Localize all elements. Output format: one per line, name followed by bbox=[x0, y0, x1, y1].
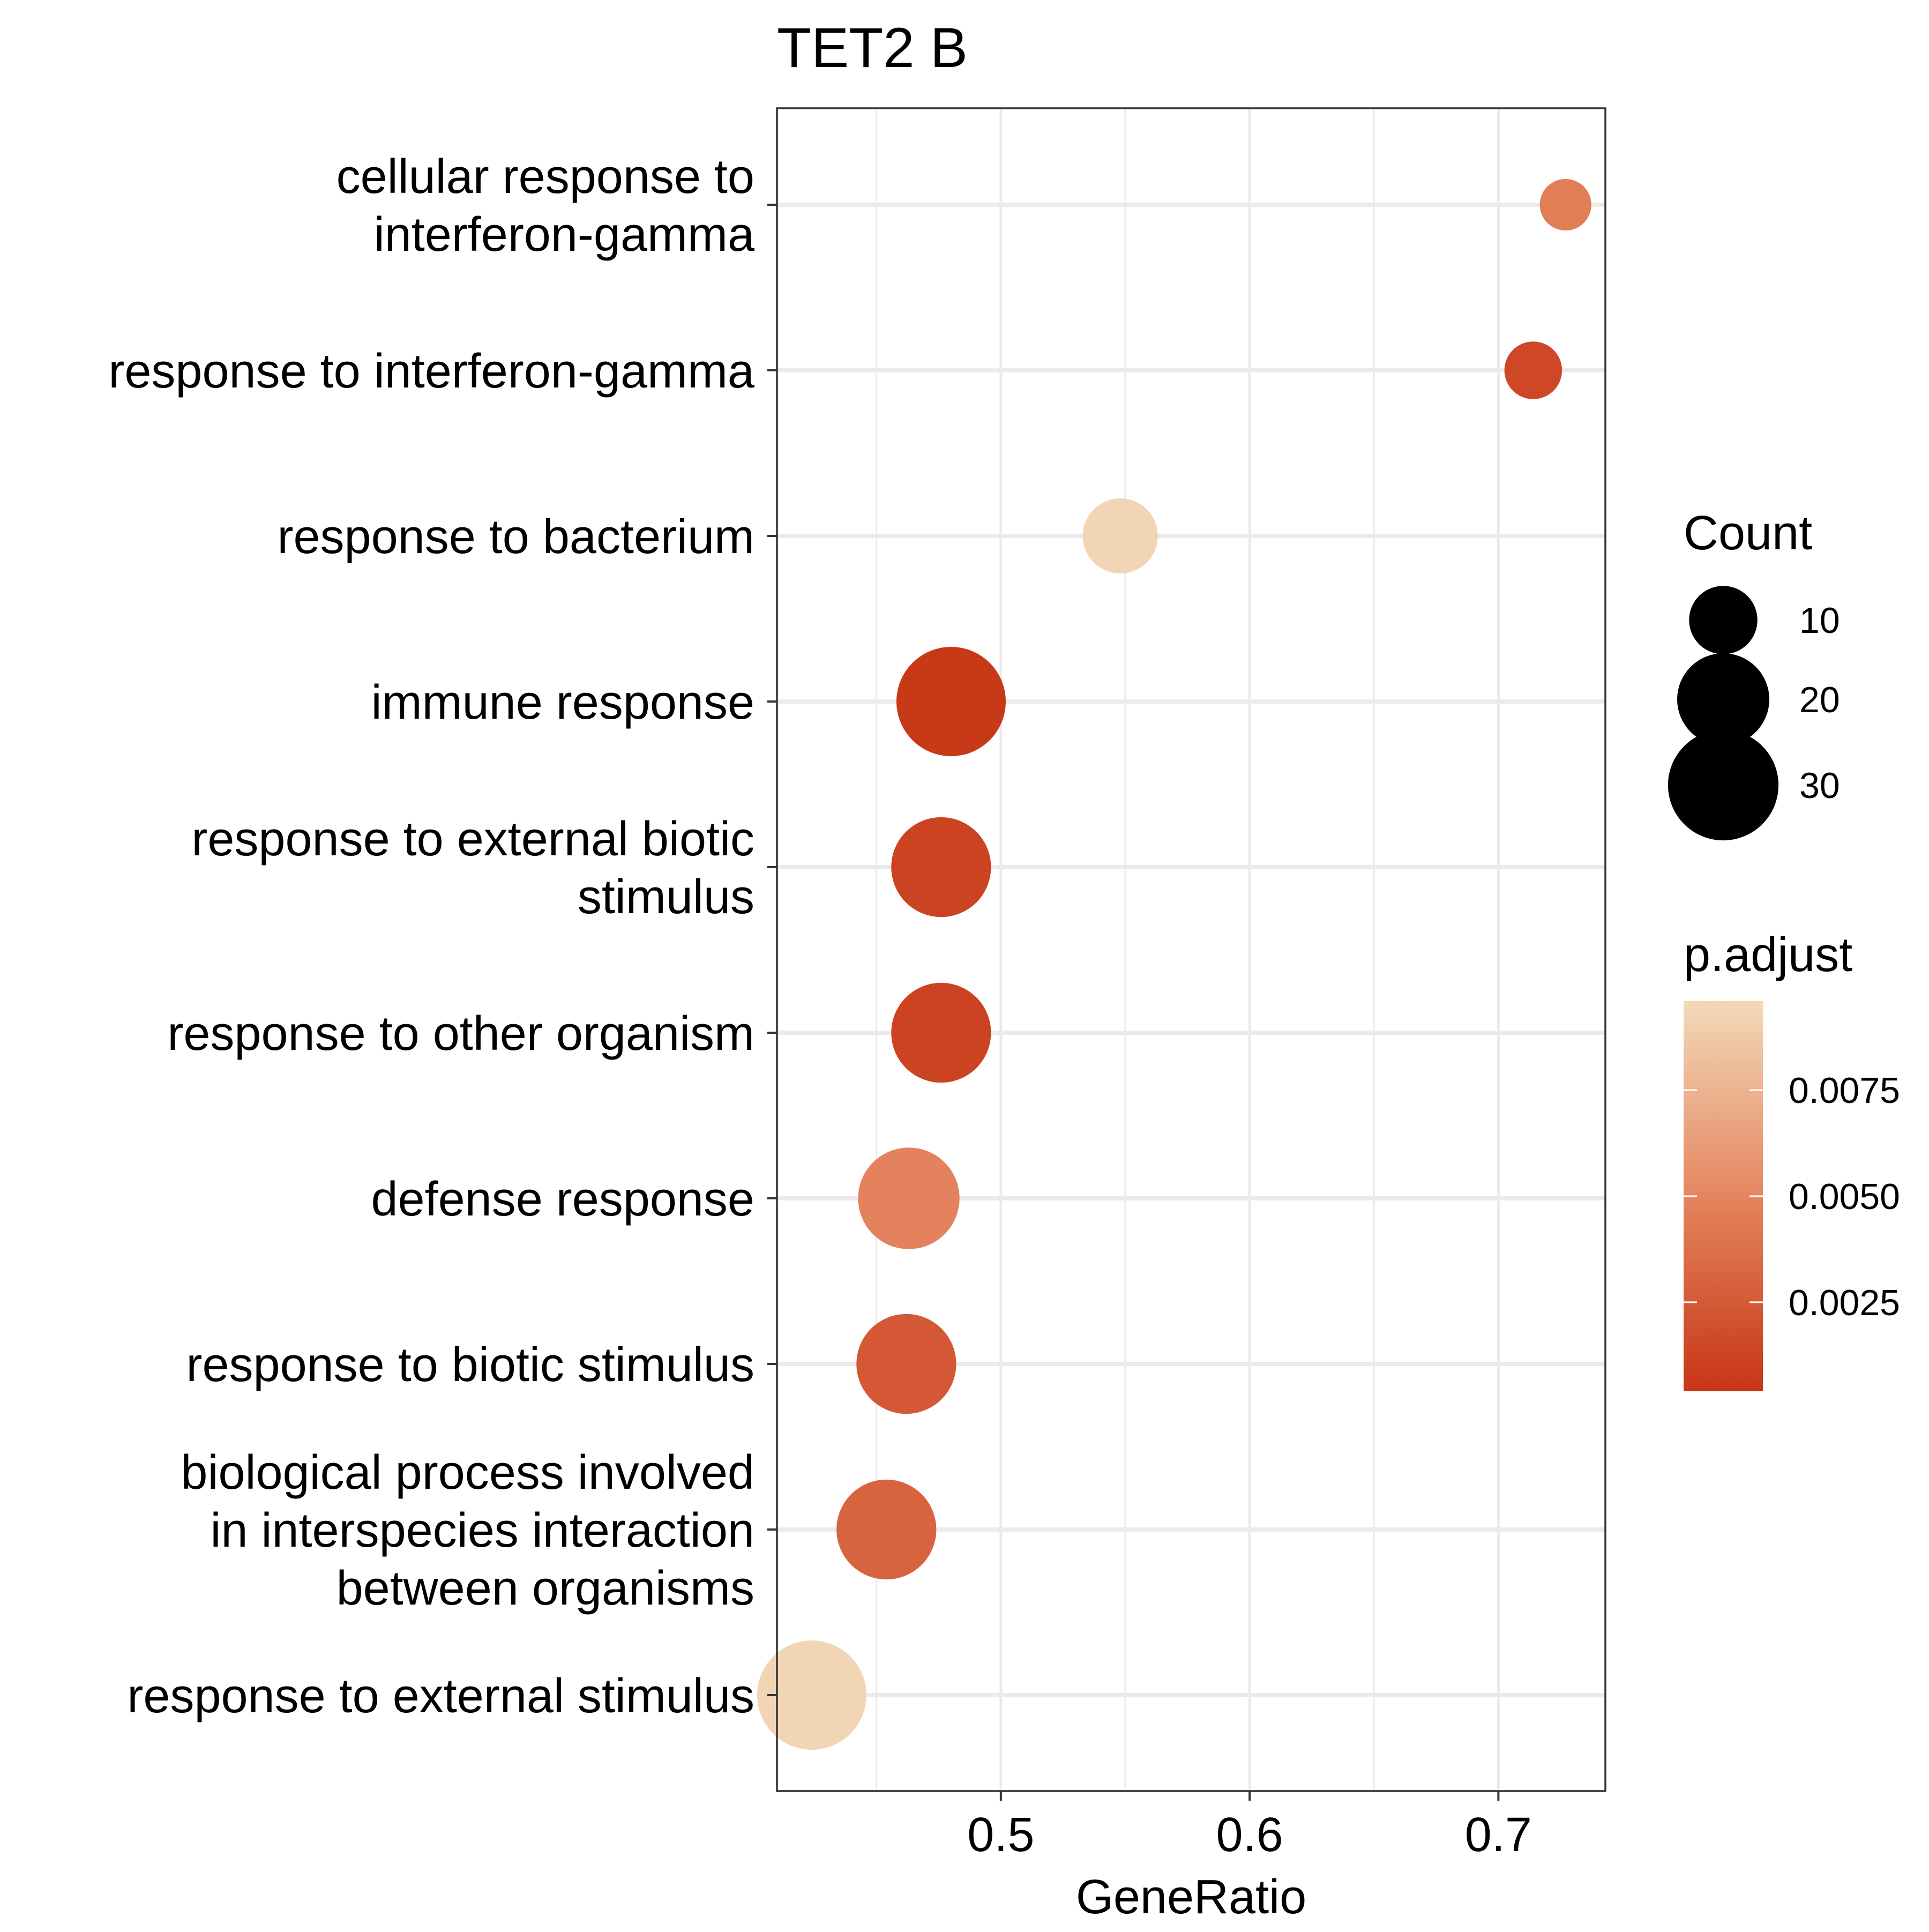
data-point bbox=[836, 1479, 937, 1580]
y-tick-label: response to external stimulus bbox=[127, 1669, 754, 1723]
x-tick-label: 0.5 bbox=[967, 1808, 1034, 1862]
y-tick-label: response to other organism bbox=[167, 1007, 754, 1061]
plot-panel-border bbox=[776, 107, 1606, 1792]
data-point bbox=[896, 647, 1006, 756]
y-tick-label: response to bacterium bbox=[278, 510, 754, 564]
y-tick-label: defense response bbox=[371, 1173, 754, 1226]
count-legend-label: 30 bbox=[1799, 765, 1840, 806]
data-point bbox=[1082, 498, 1158, 574]
chart-title: TET2 B bbox=[777, 17, 968, 79]
data-point bbox=[858, 1147, 960, 1249]
padjust-legend-label: 0.0050 bbox=[1789, 1176, 1900, 1217]
padjust-legend-label: 0.0075 bbox=[1789, 1070, 1900, 1111]
count-legend-label: 10 bbox=[1799, 600, 1840, 641]
data-point bbox=[856, 1314, 956, 1414]
y-tick-label: response to biotic stimulus bbox=[186, 1338, 755, 1392]
y-tick-label: biological process involved in interspeci… bbox=[181, 1446, 754, 1615]
data-point bbox=[1539, 178, 1591, 231]
data-point bbox=[757, 1640, 866, 1750]
y-tick-label: response to interferon-gamma bbox=[108, 345, 755, 398]
padjust-legend-label: 0.0025 bbox=[1789, 1282, 1900, 1323]
padjust-legend-title: p.adjust bbox=[1684, 928, 1852, 982]
count-legend-key bbox=[1689, 586, 1758, 654]
y-tick-label: response to external biotic stimulus bbox=[191, 812, 754, 924]
count-legend: Count 10 20 30 bbox=[1668, 506, 1840, 841]
plot-points bbox=[757, 178, 1591, 1750]
count-legend-title: Count bbox=[1684, 506, 1812, 560]
data-point bbox=[1504, 341, 1562, 399]
x-tick-label: 0.6 bbox=[1216, 1808, 1283, 1862]
x-axis: 0.5 0.6 0.7 bbox=[967, 1791, 1532, 1862]
count-legend-label: 20 bbox=[1799, 680, 1840, 720]
x-tick-label: 0.7 bbox=[1465, 1808, 1532, 1862]
y-axis: cellular response to interferon-gamma resp… bbox=[108, 150, 777, 1723]
y-tick-label: immune response bbox=[371, 676, 754, 729]
padjust-legend: p.adjust 0.0025 0.0050 0.0075 bbox=[1684, 928, 1900, 1391]
count-legend-key bbox=[1668, 729, 1779, 841]
data-point bbox=[891, 817, 991, 917]
data-point bbox=[891, 982, 991, 1083]
y-tick-label: cellular response to interferon-gamma bbox=[337, 150, 755, 262]
count-legend-key bbox=[1677, 653, 1770, 746]
x-axis-title: GeneRatio bbox=[1076, 1870, 1306, 1924]
